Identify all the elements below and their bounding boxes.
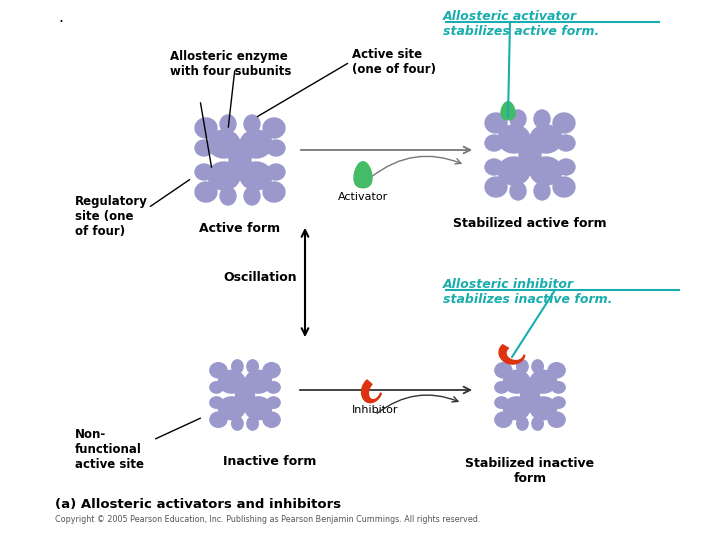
Polygon shape bbox=[501, 102, 515, 120]
Ellipse shape bbox=[247, 360, 258, 373]
Ellipse shape bbox=[532, 417, 544, 430]
Ellipse shape bbox=[530, 157, 562, 185]
Ellipse shape bbox=[245, 397, 271, 420]
Ellipse shape bbox=[210, 412, 227, 427]
Text: Inactive form: Inactive form bbox=[223, 455, 317, 468]
Ellipse shape bbox=[244, 115, 260, 133]
Ellipse shape bbox=[263, 182, 285, 202]
Ellipse shape bbox=[510, 182, 526, 200]
Text: Regulatory
site (one
of four): Regulatory site (one of four) bbox=[75, 195, 148, 238]
Ellipse shape bbox=[245, 370, 271, 393]
Text: Copyright © 2005 Pearson Education, Inc. Publishing as Pearson Benjamin Cummings: Copyright © 2005 Pearson Education, Inc.… bbox=[55, 515, 480, 524]
Text: Stabilized inactive
form: Stabilized inactive form bbox=[465, 457, 595, 485]
Text: Allosteric inhibitor
stabilizes inactive form.: Allosteric inhibitor stabilizes inactive… bbox=[443, 278, 613, 306]
Ellipse shape bbox=[532, 360, 544, 373]
Text: Allosteric activator
stabilizes active form.: Allosteric activator stabilizes active f… bbox=[443, 10, 599, 38]
Ellipse shape bbox=[210, 363, 227, 378]
Ellipse shape bbox=[195, 182, 217, 202]
Ellipse shape bbox=[218, 397, 245, 420]
Text: Oscillation: Oscillation bbox=[223, 271, 297, 284]
Text: .: . bbox=[58, 10, 63, 25]
Ellipse shape bbox=[195, 118, 217, 138]
Text: Active site
(one of four): Active site (one of four) bbox=[352, 48, 436, 76]
Polygon shape bbox=[361, 380, 382, 403]
Ellipse shape bbox=[548, 363, 565, 378]
Ellipse shape bbox=[267, 397, 280, 408]
Ellipse shape bbox=[218, 370, 245, 393]
Polygon shape bbox=[499, 345, 525, 364]
Ellipse shape bbox=[552, 397, 565, 408]
Ellipse shape bbox=[232, 360, 243, 373]
Ellipse shape bbox=[552, 382, 565, 393]
Ellipse shape bbox=[263, 118, 285, 138]
Ellipse shape bbox=[553, 113, 575, 133]
Ellipse shape bbox=[220, 187, 236, 205]
Ellipse shape bbox=[208, 162, 240, 190]
Text: Non-
functional
active site: Non- functional active site bbox=[75, 428, 144, 471]
Ellipse shape bbox=[235, 386, 254, 404]
Ellipse shape bbox=[208, 130, 240, 158]
Ellipse shape bbox=[495, 412, 512, 427]
Ellipse shape bbox=[498, 157, 530, 185]
Ellipse shape bbox=[503, 370, 530, 393]
Ellipse shape bbox=[267, 382, 280, 393]
Ellipse shape bbox=[530, 125, 562, 153]
Ellipse shape bbox=[495, 397, 508, 408]
Ellipse shape bbox=[485, 135, 503, 151]
Text: (a) Allosteric activators and inhibitors: (a) Allosteric activators and inhibitors bbox=[55, 498, 341, 511]
Text: Inhibitor: Inhibitor bbox=[352, 405, 398, 415]
Ellipse shape bbox=[244, 187, 260, 205]
Ellipse shape bbox=[530, 397, 557, 420]
Ellipse shape bbox=[267, 164, 285, 180]
Ellipse shape bbox=[485, 177, 507, 197]
Ellipse shape bbox=[195, 140, 213, 156]
Text: Stabilized active form: Stabilized active form bbox=[453, 217, 607, 230]
Text: Allosteric enzyme
with four subunits: Allosteric enzyme with four subunits bbox=[170, 50, 292, 78]
Text: Activator: Activator bbox=[338, 192, 388, 202]
Ellipse shape bbox=[240, 130, 272, 158]
Polygon shape bbox=[354, 162, 372, 188]
Ellipse shape bbox=[229, 149, 251, 171]
Ellipse shape bbox=[495, 363, 512, 378]
Ellipse shape bbox=[267, 140, 285, 156]
Ellipse shape bbox=[210, 397, 223, 408]
Ellipse shape bbox=[534, 110, 550, 128]
Ellipse shape bbox=[557, 159, 575, 175]
Ellipse shape bbox=[495, 382, 508, 393]
Ellipse shape bbox=[519, 144, 541, 166]
Ellipse shape bbox=[557, 135, 575, 151]
Ellipse shape bbox=[247, 417, 258, 430]
Ellipse shape bbox=[553, 177, 575, 197]
Ellipse shape bbox=[517, 417, 528, 430]
Ellipse shape bbox=[548, 412, 565, 427]
Ellipse shape bbox=[263, 363, 280, 378]
Ellipse shape bbox=[498, 125, 530, 153]
Ellipse shape bbox=[240, 162, 272, 190]
Ellipse shape bbox=[530, 370, 557, 393]
Text: Active form: Active form bbox=[199, 222, 281, 235]
Ellipse shape bbox=[220, 115, 236, 133]
Ellipse shape bbox=[517, 360, 528, 373]
Ellipse shape bbox=[232, 417, 243, 430]
Ellipse shape bbox=[534, 182, 550, 200]
Ellipse shape bbox=[195, 164, 213, 180]
Ellipse shape bbox=[485, 113, 507, 133]
Ellipse shape bbox=[521, 386, 539, 404]
Ellipse shape bbox=[485, 159, 503, 175]
Ellipse shape bbox=[210, 382, 223, 393]
Ellipse shape bbox=[503, 397, 530, 420]
Ellipse shape bbox=[510, 110, 526, 128]
Ellipse shape bbox=[263, 412, 280, 427]
